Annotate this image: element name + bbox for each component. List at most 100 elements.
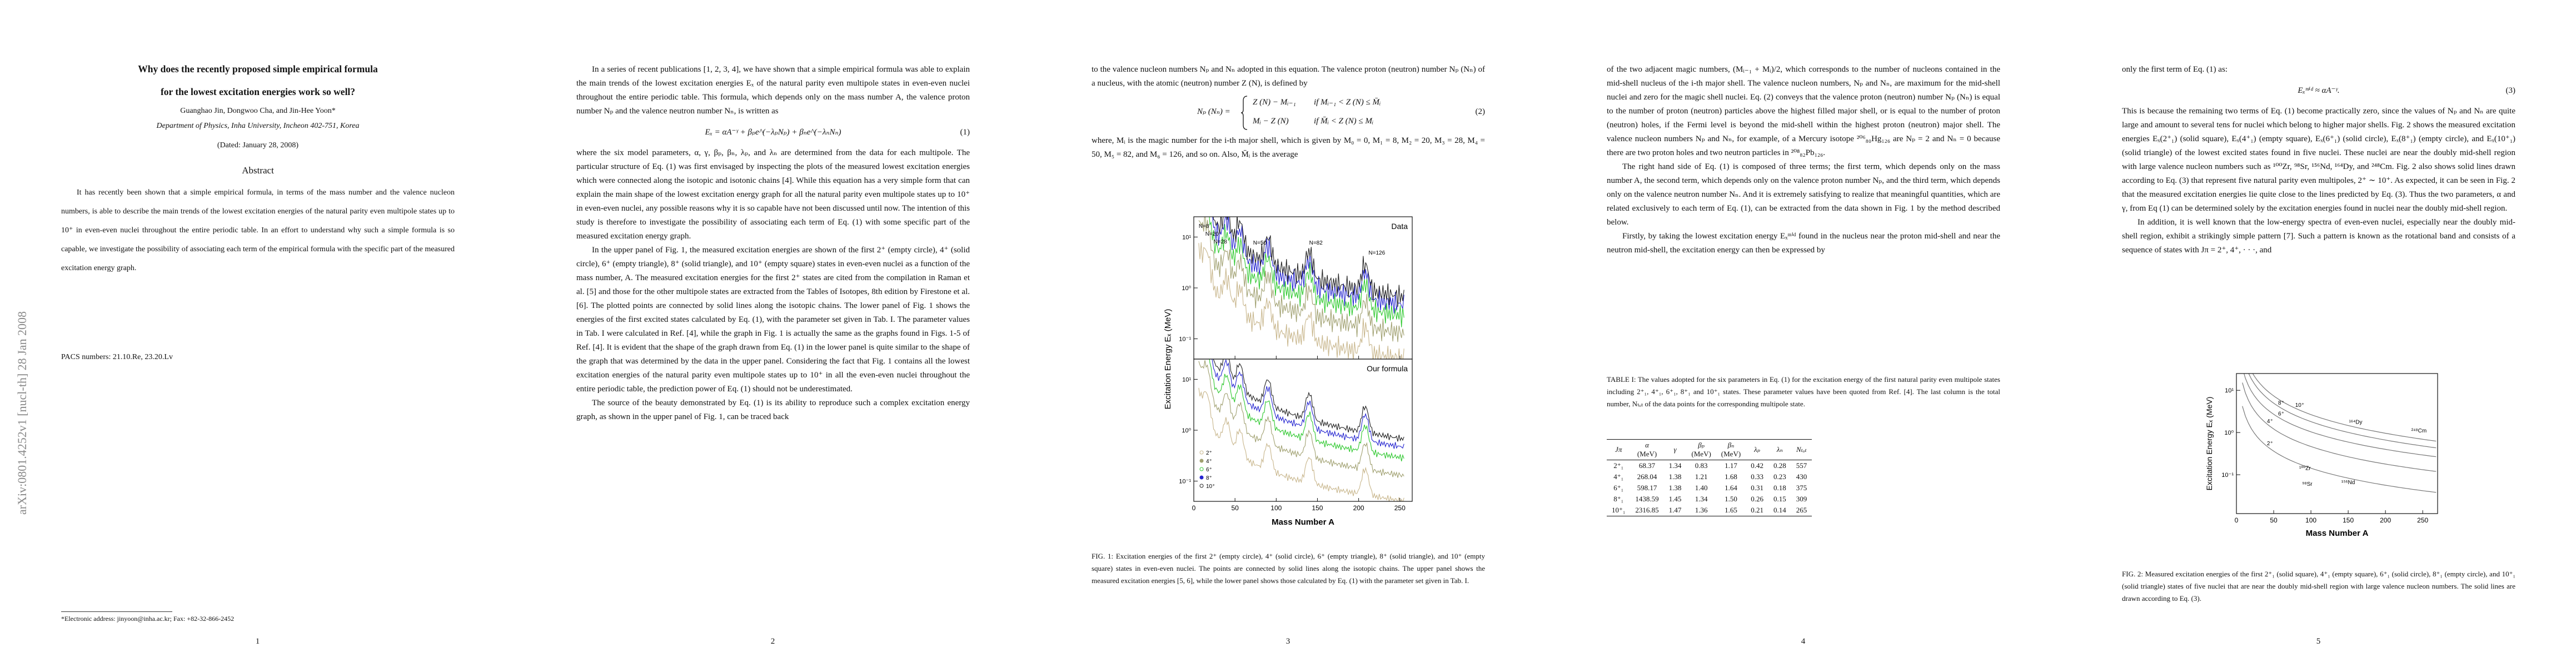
table-cell: 68.37 (1638, 461, 1656, 470)
y-tick-label: 10⁻¹ (1179, 479, 1191, 485)
header-label: Jπ (1615, 445, 1622, 454)
equation: Eₓᵐⁱᵈ ≈ αA⁻ᵞ. (3) (2122, 77, 2515, 104)
table-row: 6⁺₁ 598.17 1.38 1.40 1.64 0.31 0.18 375 (1607, 482, 1812, 494)
table-cell: 265 (1796, 506, 1807, 514)
table-cell: 0.83 (1695, 461, 1708, 470)
case-condition: if M̄ᵢ < Z (N) ≤ Mᵢ (1314, 117, 1374, 126)
table-wrap: Jπ α (MeV) γ βₚ (MeV) βₙ (MeV) λₚ λₙ Nₜₒₜ 2⁺₁ 68.37 1… (1607, 439, 1812, 516)
header-label: λₚ (1754, 445, 1760, 454)
panel (1198, 217, 1404, 359)
column-header: βₚ (MeV) (1686, 440, 1716, 460)
paragraph: The source of the beauty demonstrated by… (576, 399, 970, 421)
isotopic-chain-curve (1198, 242, 1404, 359)
figure-caption: FIG. 1: Excitation energies of the first… (1092, 552, 1485, 585)
legend-label: 8⁺ (1206, 475, 1212, 481)
column-header: γ (1664, 440, 1687, 460)
x-tick-label: 250 (1394, 504, 1406, 512)
legend-symbol (1199, 459, 1204, 463)
formula-line (2248, 374, 2437, 449)
isotopic-chain-curve (1198, 387, 1404, 501)
nucleus-label: ⁹⁸Sr (2302, 481, 2313, 487)
table-cell: 1.45 (1668, 495, 1682, 503)
x-tick-label: 250 (2417, 516, 2428, 524)
equation: Eₓ = αA⁻ᵞ + βₚe^(−λₚNₚ) + βₙe^(−λₙNₙ) (1… (576, 118, 970, 146)
page: to the valence nucleon numbers Nₚ and Nₙ… (1030, 0, 1546, 667)
column-header: βₙ (MeV) (1716, 440, 1746, 460)
table-cell: 375 (1796, 484, 1807, 492)
isotopic-chain-curve (1198, 217, 1404, 342)
table-cell: 1.64 (1725, 484, 1737, 492)
table-cell: 1438.59 (1635, 495, 1659, 503)
magic-number-label: N=8 (1199, 223, 1209, 230)
isotopic-chain-curve (1212, 359, 1404, 449)
equation-body: Eₓᵐⁱᵈ ≈ αA⁻ᵞ. (2298, 86, 2340, 95)
column-header: λₙ (1768, 440, 1791, 460)
magic-number-label: N=50 (1253, 240, 1267, 246)
y-tick-label: 10⁻¹ (1179, 336, 1191, 343)
table-cell: 309 (1796, 495, 1807, 503)
x-tick-label: 100 (1270, 504, 1282, 512)
isotopic-chain-curve (1198, 360, 1404, 478)
authors: Guanghao Jin, Dongwoo Cha, and Jin-Hee Y… (180, 107, 336, 115)
header-label: Nₜₒₜ (1796, 445, 1807, 454)
paragraph: to the valence nucleon numbers Nₚ and Nₙ… (1092, 65, 1485, 88)
table-cell: 268.04 (1637, 472, 1657, 481)
table-cell: 1.68 (1725, 472, 1737, 481)
column-header: α (MeV) (1630, 440, 1663, 460)
y-tick-label: 10¹ (1182, 234, 1191, 241)
case-condition: if Mᵢ₋₁ < Z (N) ≤ M̄ᵢ (1314, 98, 1381, 107)
table-cell: 0.21 (1751, 506, 1763, 514)
legend-label: 10⁺ (1206, 484, 1215, 490)
table-cell: 0.18 (1773, 484, 1786, 492)
legend-symbol (1199, 467, 1204, 471)
equation: Nₚ (Nₙ) = Z (N) − Mᵢ₋₁ if Mᵢ₋₁ < Z (N) ≤… (1092, 91, 1485, 134)
formula-line (2242, 406, 2437, 493)
paragraph: The right hand side of Eq. (1) is compos… (1607, 162, 2000, 227)
paragraph: In addition, it is well known that the l… (2122, 218, 2515, 255)
column-header: λₚ (1746, 440, 1768, 460)
header-label: γ (1673, 445, 1677, 454)
footnote: *Electronic address: jinyoon@inha.ac.kr;… (61, 615, 235, 623)
x-tick-label: 200 (1353, 504, 1364, 512)
header-unit: (MeV) (1721, 450, 1741, 458)
paragraph: of the two adjacent magic numbers, (Mᵢ₋₁… (1607, 65, 2000, 157)
footnote-rule (61, 611, 172, 612)
page-number: 2 (770, 637, 775, 646)
nucleus-label: ¹⁶⁴Dy (2349, 420, 2363, 426)
y-tick-label: 10¹ (2225, 387, 2234, 394)
x-tick-label: 150 (1312, 504, 1323, 512)
table-cell: 1.38 (1668, 472, 1682, 481)
magic-number-label: N=82 (1309, 240, 1323, 246)
table-cell: 1.17 (1725, 461, 1737, 470)
date: (Dated: January 28, 2008) (217, 141, 299, 150)
legend-label: 6⁺ (1206, 467, 1212, 473)
table-cell: 4⁺₁ (1613, 472, 1624, 481)
affiliation: Department of Physics, Inha University, … (156, 122, 360, 130)
case-expression: Z (N) − Mᵢ₋₁ (1253, 98, 1296, 107)
abstract-heading: Abstract (242, 165, 274, 176)
table-cell: 2316.85 (1635, 506, 1659, 514)
page: only the first term of Eq. (1) as: Eₓᵐⁱᵈ… (2061, 0, 2576, 667)
header-label: α (1645, 441, 1649, 449)
page: In a series of recent publications [1, 2… (515, 0, 1030, 667)
header-row: Jπ α (MeV) γ βₚ (MeV) βₙ (MeV) λₚ λₙ Nₜₒₜ (1607, 440, 1812, 460)
x-tick-label: 200 (2380, 516, 2391, 524)
legend-label: 4⁺ (1206, 459, 1212, 465)
panel-frame (1193, 359, 1413, 502)
isotopic-chain-curve (1213, 217, 1404, 307)
isotopic-chain-curve (1212, 217, 1404, 314)
table-cell: 1.65 (1725, 506, 1737, 514)
table-cell: 8⁺₁ (1613, 495, 1624, 503)
pacs: PACS numbers: 21.10.Re, 23.20.Lv (61, 353, 173, 361)
case-expression: Mᵢ − Z (N) (1253, 117, 1289, 126)
header-unit: (MeV) (1691, 450, 1711, 458)
header-unit: (MeV) (1637, 450, 1657, 458)
magic-number-label: N=126 (1368, 250, 1385, 256)
table-cell: 1.47 (1668, 506, 1682, 514)
x-tick-label: 0 (1192, 504, 1196, 512)
table-cell: 0.26 (1751, 495, 1763, 503)
y-tick-label: 10⁻¹ (2221, 472, 2234, 479)
header-label: βₚ (1698, 441, 1705, 449)
y-axis-label: Excitation Energy Eₓ (MeV) (2205, 397, 2214, 491)
legend-label: 2⁺ (1206, 450, 1212, 456)
